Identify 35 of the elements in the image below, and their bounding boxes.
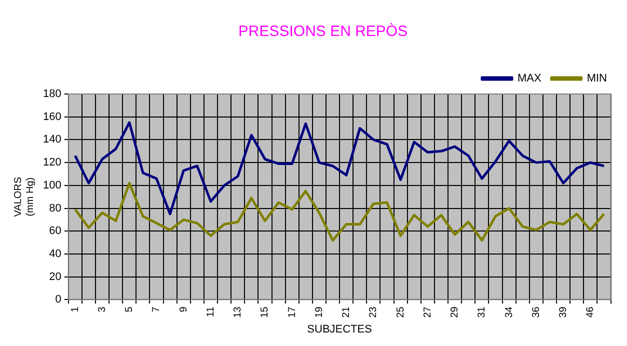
x-tick-label: 17 — [286, 306, 298, 318]
y-tick-label: 20 — [49, 270, 62, 283]
legend-label: MIN — [586, 72, 608, 85]
y-tick-label: 180 — [42, 88, 62, 100]
x-tick-label: 7 — [151, 306, 162, 312]
x-tick-label: 3 — [97, 306, 108, 312]
x-tick-label: 15 — [260, 306, 271, 318]
x-tick-label: 27 — [422, 306, 434, 318]
y-tick-label: 60 — [49, 225, 62, 238]
y-tick-label: 80 — [49, 202, 62, 214]
x-tick-label: 23 — [368, 306, 380, 318]
y-axis-title: VALORS (mm Hg) — [12, 176, 36, 217]
x-tick-label: 36 — [530, 306, 542, 318]
x-tick-label: 19 — [314, 306, 325, 318]
x-tick-label: 29 — [450, 306, 461, 318]
x-tick-label: 13 — [232, 306, 244, 318]
x-tick-label: 39 — [558, 306, 570, 318]
legend-label: MAX — [518, 72, 542, 85]
x-tick-label: 1 — [70, 306, 81, 312]
chart-title: PRESSIONS EN REPÒS — [238, 22, 408, 40]
x-tick-label: 34 — [504, 306, 515, 318]
x-tick-label: 46 — [585, 306, 596, 318]
y-tick-label: 40 — [49, 248, 62, 260]
x-tick-label: 5 — [124, 306, 136, 312]
x-tick-label: 21 — [341, 306, 352, 318]
y-tick-label: 120 — [42, 156, 62, 169]
x-tick-label: 31 — [476, 306, 488, 318]
y-tick-label: 0 — [55, 294, 62, 306]
y-tick-label: 100 — [42, 179, 62, 192]
y-tick-label: 160 — [42, 110, 62, 123]
y-tick-label: 140 — [42, 134, 62, 146]
x-tick-label: 11 — [205, 306, 216, 318]
x-tick-label: 9 — [178, 306, 190, 312]
x-tick-label: 25 — [395, 306, 406, 318]
x-axis-title: SUBJECTES — [307, 323, 372, 336]
